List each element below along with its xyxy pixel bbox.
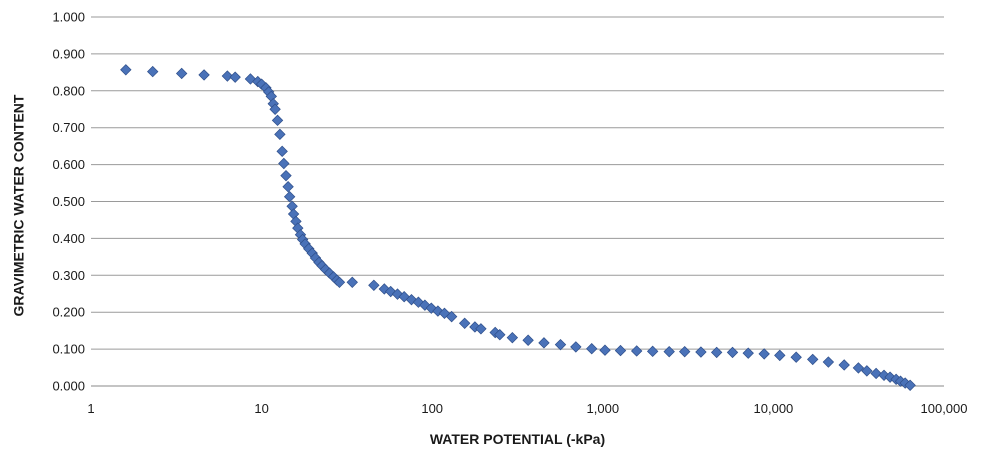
data-point: [663, 345, 675, 358]
data-point: [822, 356, 835, 368]
data-point: [614, 344, 627, 357]
data-point: [175, 67, 188, 80]
data-point: [852, 362, 865, 374]
data-point: [599, 344, 611, 356]
data-point: [742, 347, 754, 359]
data-point: [807, 353, 819, 366]
y-tick-label: 0.300: [52, 268, 85, 283]
y-tick-label: 0.000: [52, 379, 85, 394]
data-point: [538, 337, 550, 349]
y-tick-label: 0.200: [52, 305, 85, 320]
data-point: [346, 276, 358, 289]
data-point: [475, 323, 487, 335]
data-point: [274, 128, 286, 141]
x-axis-tick-labels: 1 10 100 1,000 10,000 100,000: [87, 401, 967, 416]
y-tick-label: 0.400: [52, 231, 85, 246]
data-point: [790, 351, 802, 363]
data-point: [147, 65, 159, 78]
data-point: [244, 73, 257, 85]
x-axis-title: WATER POTENTIAL (-kPa): [430, 431, 605, 447]
x-tick-label: 100: [421, 401, 443, 416]
data-point: [333, 276, 346, 289]
y-tick-label: 0.700: [52, 120, 85, 135]
data-point: [884, 371, 896, 383]
data-point: [726, 346, 739, 359]
data-point: [630, 345, 643, 357]
x-tick-label: 10: [254, 401, 268, 416]
data-point: [838, 359, 850, 371]
data-point: [678, 345, 691, 358]
data-point: [445, 310, 458, 323]
data-point: [758, 348, 770, 360]
data-point: [878, 369, 890, 381]
data-point: [276, 145, 288, 158]
data-point: [280, 169, 292, 182]
data-point: [282, 181, 294, 193]
data-point: [904, 379, 916, 391]
data-point: [774, 349, 786, 362]
data-point: [198, 69, 210, 81]
data-point: [278, 157, 290, 170]
data-point: [271, 114, 284, 127]
data-point: [269, 103, 281, 115]
x-tick-label: 100,000: [921, 401, 968, 416]
data-point: [283, 191, 296, 203]
y-tick-label: 0.800: [52, 83, 85, 98]
y-tick-label: 1.000: [52, 10, 85, 25]
gridlines: [91, 16, 944, 350]
y-tick-label: 0.900: [52, 46, 85, 61]
y-axis-title: GRAVIMETRIC WATER CONTENT: [11, 94, 27, 316]
data-point: [120, 64, 132, 76]
data-point: [646, 345, 659, 358]
data-point: [586, 343, 598, 355]
data-point: [368, 279, 380, 291]
data-point: [695, 346, 707, 358]
y-tick-label: 0.100: [52, 342, 85, 357]
x-tick-label: 1: [87, 401, 94, 416]
data-point: [554, 338, 567, 351]
x-tick-label: 10,000: [754, 401, 794, 416]
data-point: [458, 317, 471, 329]
data-point: [506, 331, 519, 344]
y-axis-tick-labels: 0.000 0.100 0.200 0.300 0.400 0.500 0.600 0.700…: [52, 10, 85, 394]
data-point: [494, 329, 506, 341]
data-point: [861, 365, 873, 377]
data-point: [870, 367, 882, 380]
data-point: [570, 341, 582, 353]
data-point: [522, 334, 534, 346]
data-point: [221, 70, 234, 82]
data-points: [120, 64, 916, 391]
data-point: [229, 71, 241, 83]
y-tick-label: 0.500: [52, 194, 85, 209]
data-point: [710, 346, 723, 359]
y-tick-label: 0.600: [52, 157, 85, 172]
x-tick-label: 1,000: [587, 401, 620, 416]
